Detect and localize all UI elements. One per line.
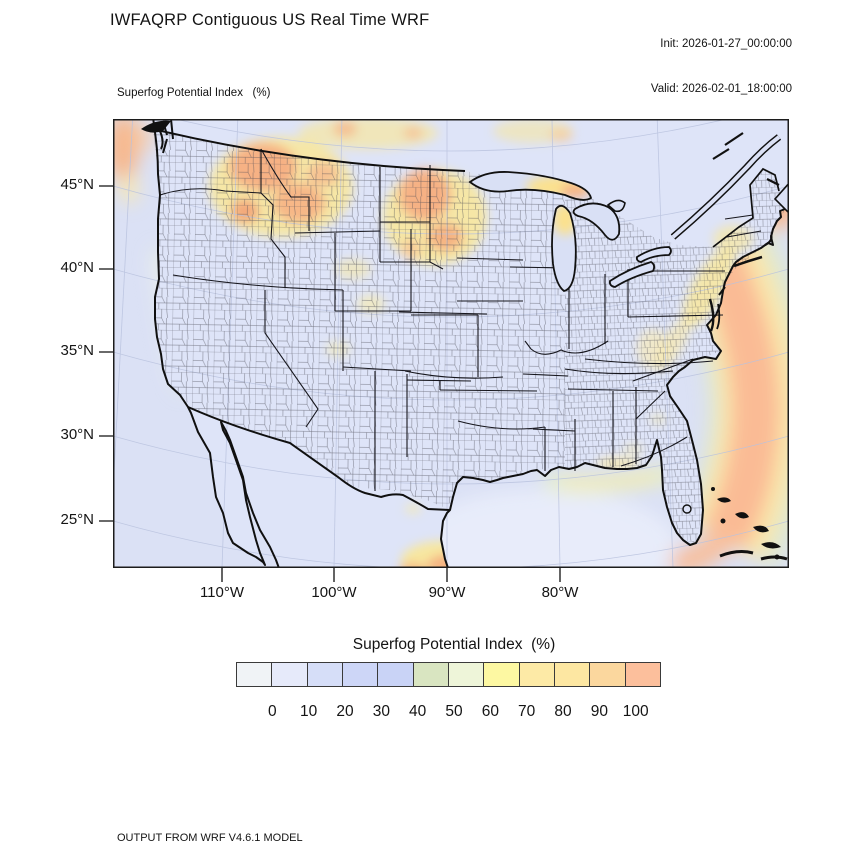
lat-tick-label: 45°N: [60, 176, 94, 193]
lat-tick-label: 30°N: [60, 426, 94, 443]
lat-tick-label: 35°N: [60, 342, 94, 359]
lon-tick-label: 110°W: [199, 584, 245, 601]
lon-tick-label: 100°W: [311, 584, 357, 601]
coast-details: [141, 119, 789, 561]
colorbar-cell: [624, 662, 661, 687]
colorbar-tick-label: 10: [300, 703, 318, 720]
colorbar-cell: [271, 662, 308, 687]
colorbar-cell: [589, 662, 626, 687]
colorbar-tick-label: 40: [409, 703, 427, 720]
colorbar-cell: [377, 662, 414, 687]
colorbar-cell: [341, 662, 379, 687]
map-svg: [99, 119, 789, 582]
valid-time: Valid: 2026-02-01_18:00:00: [650, 83, 792, 95]
colorbar-tick-label: 20: [336, 703, 354, 720]
colorbar-cell: [447, 662, 485, 687]
page-title: IWFAQRP Contiguous US Real Time WRF: [110, 11, 430, 29]
colorbar: [236, 662, 661, 687]
colorbar-tick-label: 70: [518, 703, 536, 720]
lat-tick-label: 25°N: [60, 511, 94, 528]
footer-line1: OUTPUT FROM WRF V4.6.1 MODEL: [117, 831, 303, 844]
field-label: Superfog Potential Index (%): [117, 87, 271, 99]
footer-notes: OUTPUT FROM WRF V4.6.1 MODEL WE = 580 ; …: [117, 804, 550, 850]
lat-tick-label: 40°N: [60, 259, 94, 276]
colorbar-title: Superfog Potential Index (%): [352, 636, 556, 653]
colorbar-tick-label: 80: [554, 703, 572, 720]
colorbar-cell: [483, 662, 520, 687]
colorbar-cell: [518, 662, 555, 687]
colorbar-cell: [553, 662, 591, 687]
colorbar-cell: [306, 662, 343, 687]
colorbar-tick-label: 50: [445, 703, 463, 720]
init-time: Init: 2026-01-27_00:00:00: [660, 38, 792, 50]
run-times: Init: 2026-01-27_00:00:00 Valid: 2026-02…: [651, 7, 792, 127]
colorbar-tick-label: 100: [622, 703, 649, 720]
map-canvas: [95, 119, 795, 590]
lon-tick-label: 80°W: [541, 584, 579, 601]
map-frame: [113, 119, 789, 568]
map-graphics: [113, 119, 789, 568]
axis-ticks: [99, 185, 561, 582]
state-borders: [159, 148, 762, 491]
colorbar-cell: [412, 662, 449, 687]
colorbar-cell: [236, 662, 273, 687]
national-borders: [152, 128, 780, 511]
colorbar-tick-label: 30: [372, 703, 390, 720]
colorbar-tick-label: 60: [481, 703, 499, 720]
colorbar-tick-label: 0: [268, 703, 277, 720]
colorbar-tick-label: 90: [590, 703, 608, 720]
lon-tick-label: 90°W: [428, 584, 466, 601]
